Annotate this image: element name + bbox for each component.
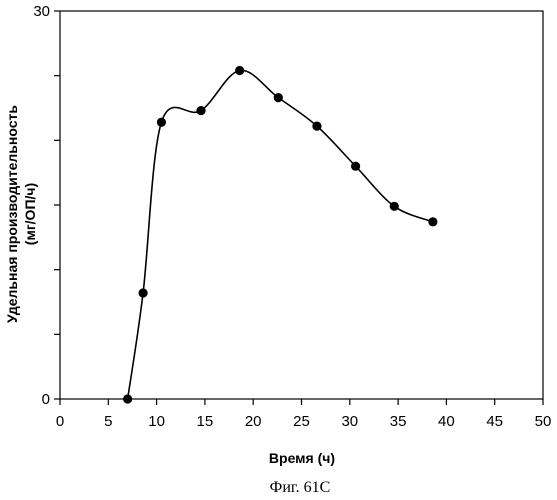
data-point-5 — [274, 93, 283, 102]
y-axis-title-line2: (мг/ОП/ч) — [22, 183, 38, 245]
y-tick-label-30: 30 — [33, 3, 50, 20]
data-point-0 — [123, 394, 132, 403]
plot-area — [60, 11, 543, 399]
data-point-8 — [390, 202, 399, 211]
data-point-9 — [428, 217, 437, 226]
y-tick-label-0: 0 — [42, 391, 50, 408]
data-markers — [123, 66, 437, 404]
x-tick-label-10: 10 — [148, 413, 165, 430]
x-tick-label-30: 30 — [341, 413, 358, 430]
plot-frame — [60, 11, 543, 399]
x-axis-title: Время (ч) — [269, 450, 335, 466]
figure-caption: Фиг. 61С — [270, 479, 331, 496]
x-tick-label-40: 40 — [438, 413, 455, 430]
y-axis-title-line1: Удельная производительность — [4, 105, 20, 323]
x-tick-label-25: 25 — [293, 413, 310, 430]
x-tick-label-0: 0 — [56, 413, 64, 430]
x-tick-label-5: 5 — [104, 413, 112, 430]
x-tick-label-45: 45 — [486, 413, 503, 430]
data-point-3 — [196, 106, 205, 115]
x-tick-label-50: 50 — [535, 413, 552, 430]
data-point-4 — [235, 66, 244, 75]
data-point-1 — [138, 288, 147, 297]
data-point-7 — [351, 162, 360, 171]
series-line — [128, 70, 433, 399]
x-tick-label-15: 15 — [197, 413, 214, 430]
x-tick-label-35: 35 — [390, 413, 407, 430]
data-point-6 — [312, 122, 321, 131]
y-axis-title: Удельная производительность (мг/ОП/ч) — [4, 105, 38, 323]
x-tick-label-20: 20 — [245, 413, 262, 430]
data-point-2 — [157, 118, 166, 127]
x-axis-ticks: 0 5 10 15 20 25 30 35 40 45 50 — [56, 399, 552, 430]
